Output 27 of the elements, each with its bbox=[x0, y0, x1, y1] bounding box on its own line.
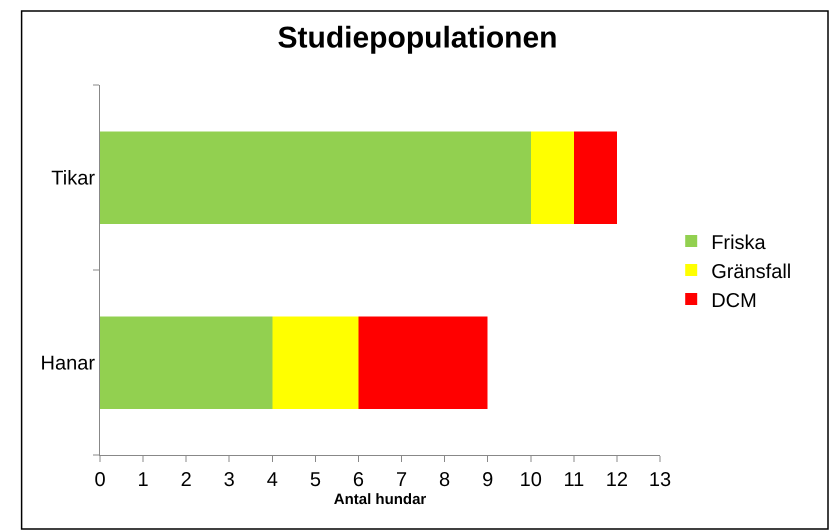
bar bbox=[574, 131, 617, 224]
x-tick-label: 7 bbox=[396, 469, 408, 491]
x-tick-label: 5 bbox=[310, 469, 321, 491]
x-tick-label: 1 bbox=[138, 469, 149, 491]
x-tick-label: 2 bbox=[180, 469, 192, 491]
bar bbox=[100, 316, 272, 409]
x-tick-label: 11 bbox=[563, 469, 584, 491]
x-tick-label: 3 bbox=[224, 469, 235, 491]
legend-label: DCM bbox=[711, 290, 757, 312]
legend-label: Gränsfall bbox=[711, 260, 792, 283]
x-tick-label: 6 bbox=[352, 469, 364, 491]
x-tick-label: 8 bbox=[439, 469, 450, 491]
x-tick-label: 12 bbox=[606, 469, 628, 491]
y-tick-label: Tikar bbox=[51, 168, 96, 190]
y-tick-label: Hanar bbox=[40, 352, 96, 374]
bar bbox=[100, 131, 531, 224]
x-axis-title: Antal hundar bbox=[334, 491, 426, 508]
x-tick-label: 13 bbox=[648, 469, 672, 491]
x-tick-label: 4 bbox=[266, 469, 278, 491]
x-tick-label: 9 bbox=[482, 469, 494, 491]
legend-label: Friska bbox=[711, 232, 767, 254]
chart-title: Studiepopulationen bbox=[278, 22, 558, 54]
bar bbox=[530, 131, 574, 224]
x-tick-label: 0 bbox=[94, 469, 106, 491]
x-tick-label: 10 bbox=[520, 469, 542, 491]
bar bbox=[272, 316, 358, 409]
bar bbox=[358, 316, 488, 409]
